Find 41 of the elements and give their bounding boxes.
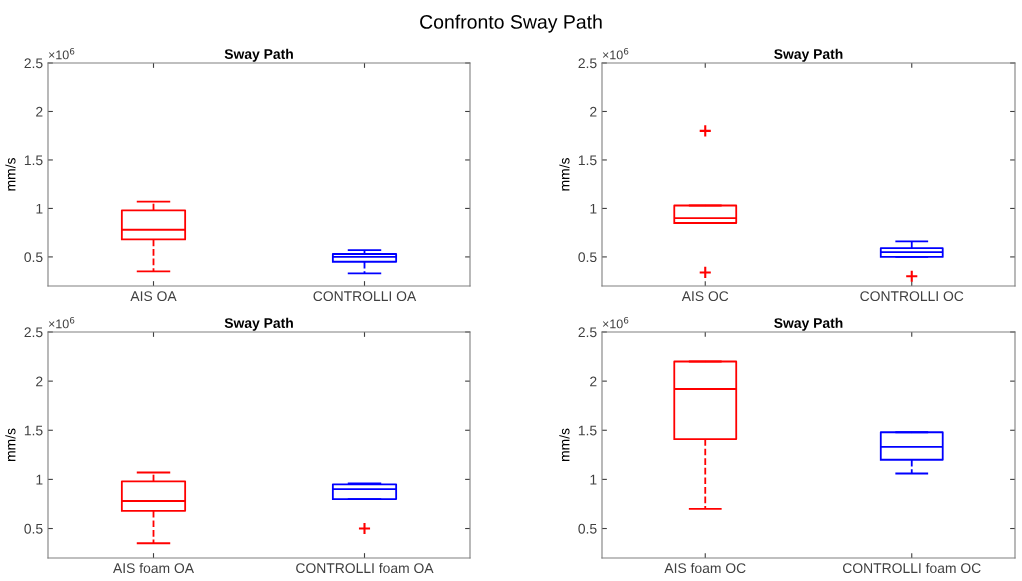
text: ×10$^{6}$ bbox=[602, 316, 629, 329]
y-tick-label: 2 bbox=[36, 106, 43, 117]
y-tick-label: 2.5 bbox=[578, 327, 597, 338]
text: ×10$^{6}$ bbox=[48, 316, 75, 329]
y-axis-title: mm/s bbox=[5, 158, 16, 191]
text: ×10$^{6}$ bbox=[48, 47, 75, 60]
y-tick-label: 2.5 bbox=[578, 58, 597, 69]
chart-title: Sway Path bbox=[774, 317, 843, 331]
x-tick-label: AIS foam OA bbox=[113, 562, 194, 574]
y-tick-label: 0.5 bbox=[578, 252, 597, 263]
chart-title: Sway Path bbox=[774, 48, 843, 62]
x-tick-label: CONTROLLI foam OC bbox=[843, 562, 981, 574]
y-axis-title: mm/s bbox=[559, 428, 570, 462]
y-tick-label: 1.5 bbox=[578, 155, 597, 166]
x-tick-label: AIS OA bbox=[130, 291, 177, 302]
y-tick-label: 1.5 bbox=[578, 425, 597, 436]
y-tick-label: 1.5 bbox=[24, 425, 43, 436]
y-tick-label: 2.5 bbox=[24, 327, 43, 338]
y-axis-title: mm/s bbox=[559, 158, 570, 191]
y-tick-label: 2 bbox=[590, 106, 597, 117]
x-tick-label: CONTROLLI foam OA bbox=[296, 562, 434, 574]
y-tick-label: 2 bbox=[36, 376, 43, 387]
x-tick-label: AIS foam OC bbox=[664, 562, 746, 574]
y-tick-label: 1 bbox=[36, 203, 43, 214]
y-tick-label: 1.5 bbox=[24, 155, 43, 166]
y-tick-label: 2.5 bbox=[24, 58, 43, 69]
y-tick-label: 2 bbox=[590, 376, 597, 387]
chart-title: Sway Path bbox=[224, 317, 293, 331]
y-tick-label: 1 bbox=[590, 203, 597, 214]
chart-title: Sway Path bbox=[224, 48, 293, 62]
y-tick-label: 1 bbox=[36, 474, 43, 485]
x-tick-label: AIS OC bbox=[681, 291, 729, 302]
y-tick-label: 1 bbox=[590, 474, 597, 485]
x-tick-label: CONTROLLI OC bbox=[860, 291, 964, 302]
y-tick-label: 0.5 bbox=[24, 523, 43, 534]
text: Confronto Sway Path bbox=[420, 14, 602, 33]
y-axis-title: mm/s bbox=[5, 428, 16, 462]
y-tick-label: 0.5 bbox=[24, 252, 43, 263]
y-tick-label: 0.5 bbox=[578, 523, 597, 534]
x-tick-label: CONTROLLI OA bbox=[313, 291, 417, 302]
text: ×10$^{6}$ bbox=[602, 47, 629, 60]
